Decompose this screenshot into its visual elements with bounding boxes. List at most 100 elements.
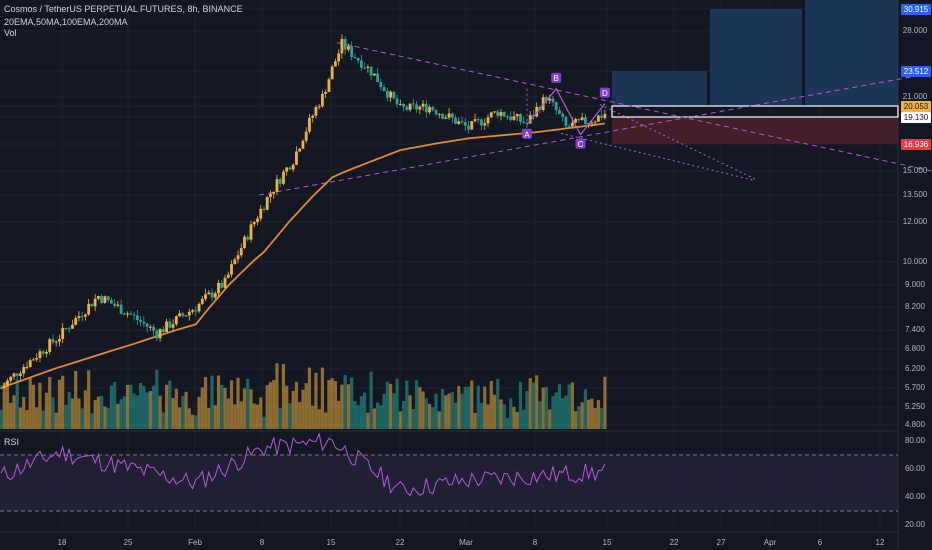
candle-body — [191, 310, 194, 312]
candle-body — [551, 98, 555, 103]
price-tick-label: 9.000 — [904, 280, 926, 289]
volume-bar — [551, 396, 555, 429]
volume-bar — [291, 390, 295, 429]
volume-bar — [311, 405, 315, 429]
candle-body — [288, 167, 292, 170]
volume-bar — [389, 383, 393, 429]
entry-box — [611, 105, 899, 118]
volume-bar — [135, 395, 139, 429]
volume-bar — [177, 407, 182, 429]
volume-bar — [70, 398, 75, 429]
candle-body — [476, 119, 480, 121]
candle-body — [64, 327, 68, 329]
price-tick-label: 4.800 — [904, 420, 926, 429]
candle-body — [343, 38, 347, 50]
trendlines — [259, 42, 932, 196]
candle-body — [577, 118, 581, 121]
volume-bar — [220, 384, 224, 429]
volume-bar — [463, 386, 467, 429]
volume-bar — [499, 399, 503, 429]
candle-body — [515, 114, 519, 117]
time-tick-label: 6 — [817, 538, 823, 547]
candle-body — [236, 255, 240, 260]
rsi-band — [0, 455, 898, 511]
volume-bar — [223, 387, 227, 429]
candle-body — [48, 339, 52, 352]
candle-body — [97, 296, 100, 299]
candle-body — [334, 61, 337, 67]
volume-bar — [382, 393, 386, 429]
stop-zone — [612, 117, 898, 144]
time-tick-label: 18 — [57, 538, 67, 547]
candle-body — [25, 366, 29, 368]
volume-bar — [431, 407, 435, 429]
candle-body — [359, 60, 363, 68]
volume-bar — [109, 385, 113, 429]
volume-bar — [174, 388, 178, 429]
volume-bar — [522, 409, 526, 429]
indicator-legend[interactable]: 20EMA,50MA,100EMA,200MA — [4, 17, 128, 27]
volume-bar — [64, 404, 68, 429]
candle-body — [486, 117, 490, 124]
candle-body — [100, 296, 104, 303]
candle-body — [571, 122, 574, 127]
candle-body — [74, 318, 78, 325]
volume-bar — [411, 409, 415, 429]
candle-body — [593, 121, 597, 123]
candle-body — [314, 107, 318, 116]
volume-bar — [570, 382, 575, 429]
rsi-line — [0, 432, 606, 497]
volume-bar — [418, 387, 422, 429]
volume-bar — [119, 399, 123, 429]
candle-body — [350, 46, 354, 58]
volume-bar — [262, 416, 266, 429]
candle-body — [28, 360, 32, 367]
candle-body — [311, 115, 315, 118]
candle-body — [415, 104, 418, 110]
price-tick-label: 28.000 — [902, 26, 928, 35]
volume-bar — [83, 390, 88, 429]
candle-body — [353, 57, 357, 59]
volume-bar — [207, 407, 211, 429]
candle-body — [376, 73, 380, 83]
volume-bar — [577, 406, 581, 429]
volume-bar — [492, 394, 497, 429]
candle-body — [291, 164, 295, 170]
candle-body — [564, 116, 568, 126]
volume-bar — [525, 390, 529, 429]
candle-body — [54, 341, 58, 343]
target-zone — [805, 0, 898, 106]
volume-bar — [210, 375, 214, 429]
price-tick-label: 15.000 — [902, 166, 928, 175]
volume-bar — [427, 403, 432, 429]
price-badge-red: 16.936 — [901, 138, 931, 150]
volume-bar — [281, 363, 286, 429]
price-badge-blue: 23.512 — [901, 65, 931, 77]
pattern-point-marker — [551, 72, 562, 83]
candle-body — [561, 113, 565, 117]
candle-body — [470, 121, 474, 130]
volume-bar — [28, 378, 32, 429]
volume-bar — [216, 375, 221, 429]
candle-body — [35, 357, 39, 360]
volume-bar — [353, 401, 357, 429]
volume-bar — [340, 384, 344, 429]
volume-bar — [307, 367, 312, 429]
volume-bar — [2, 382, 6, 429]
rsi-legend[interactable]: RSI — [4, 437, 20, 447]
price-tick-label: 5.250 — [904, 402, 926, 411]
candle-body — [12, 373, 16, 377]
candle-body — [213, 293, 217, 298]
volume-bar — [139, 383, 143, 429]
volume-bar — [398, 411, 402, 429]
time-tick-label: Mar — [459, 538, 473, 547]
candle-body — [301, 140, 305, 149]
candle-body — [152, 326, 155, 331]
price-tick-label: 21.000 — [902, 92, 928, 101]
candle-body — [103, 296, 107, 303]
candle-body — [178, 313, 181, 317]
volume-bar — [603, 376, 607, 429]
volume-legend[interactable]: Vol — [4, 28, 17, 38]
candle-body — [580, 117, 584, 121]
